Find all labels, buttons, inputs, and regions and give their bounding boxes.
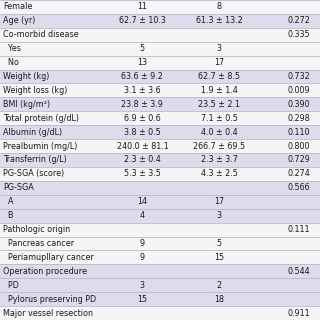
Text: 0.110: 0.110 — [288, 128, 310, 137]
Bar — [0, 14, 320, 28]
Text: Prealbumin (mg/L): Prealbumin (mg/L) — [3, 141, 77, 151]
Text: 266.7 ± 69.5: 266.7 ± 69.5 — [193, 141, 245, 151]
Text: 5.3 ± 3.5: 5.3 ± 3.5 — [124, 169, 161, 179]
Text: 7.1 ± 0.5: 7.1 ± 0.5 — [201, 114, 238, 123]
Text: 0.566: 0.566 — [288, 183, 310, 192]
Text: 8: 8 — [217, 3, 222, 12]
Text: PG-SGA: PG-SGA — [3, 183, 34, 192]
Text: Transferrin (g/L): Transferrin (g/L) — [3, 156, 67, 164]
Text: Co-morbid disease: Co-morbid disease — [3, 30, 79, 39]
Text: 4.0 ± 0.4: 4.0 ± 0.4 — [201, 128, 237, 137]
Bar — [0, 181, 320, 195]
Text: 2.3 ± 0.4: 2.3 ± 0.4 — [124, 156, 161, 164]
Text: Operation procedure: Operation procedure — [3, 267, 87, 276]
Bar — [0, 97, 320, 111]
Text: 61.3 ± 13.2: 61.3 ± 13.2 — [196, 16, 243, 25]
Bar — [0, 236, 320, 251]
Text: 2.3 ± 3.7: 2.3 ± 3.7 — [201, 156, 238, 164]
Text: 3: 3 — [217, 211, 222, 220]
Text: 14: 14 — [137, 197, 148, 206]
Text: 0.111: 0.111 — [288, 225, 310, 234]
Text: 18: 18 — [214, 295, 224, 304]
Text: 6.9 ± 0.6: 6.9 ± 0.6 — [124, 114, 161, 123]
Text: 0.009: 0.009 — [288, 86, 310, 95]
Text: Major vessel resection: Major vessel resection — [3, 308, 93, 317]
Text: No: No — [3, 58, 19, 67]
Bar — [0, 292, 320, 306]
Text: 23.8 ± 3.9: 23.8 ± 3.9 — [122, 100, 163, 109]
Text: Female: Female — [3, 3, 33, 12]
Text: Pathologic origin: Pathologic origin — [3, 225, 70, 234]
Text: A: A — [3, 197, 14, 206]
Text: 0.729: 0.729 — [288, 156, 310, 164]
Bar — [0, 84, 320, 97]
Text: 15: 15 — [214, 253, 224, 262]
Text: 2: 2 — [217, 281, 222, 290]
Text: 15: 15 — [137, 295, 148, 304]
Text: Periamupllary cancer: Periamupllary cancer — [3, 253, 94, 262]
Bar — [0, 209, 320, 223]
Text: 0.800: 0.800 — [288, 141, 310, 151]
Text: Pylorus preserving PD: Pylorus preserving PD — [3, 295, 96, 304]
Text: 4.3 ± 2.5: 4.3 ± 2.5 — [201, 169, 238, 179]
Bar — [0, 251, 320, 264]
Text: Total protein (g/dL): Total protein (g/dL) — [3, 114, 79, 123]
Text: 63.6 ± 9.2: 63.6 ± 9.2 — [122, 72, 163, 81]
Text: 3: 3 — [140, 281, 145, 290]
Bar — [0, 56, 320, 69]
Text: 0.390: 0.390 — [288, 100, 310, 109]
Text: Weight (kg): Weight (kg) — [3, 72, 50, 81]
Bar — [0, 125, 320, 139]
Text: Pancreas cancer: Pancreas cancer — [3, 239, 74, 248]
Text: 0.732: 0.732 — [288, 72, 310, 81]
Text: Weight loss (kg): Weight loss (kg) — [3, 86, 68, 95]
Text: 17: 17 — [214, 58, 224, 67]
Text: 3.8 ± 0.5: 3.8 ± 0.5 — [124, 128, 161, 137]
Bar — [0, 264, 320, 278]
Bar — [0, 167, 320, 181]
Bar — [0, 0, 320, 14]
Text: B: B — [3, 211, 14, 220]
Bar — [0, 111, 320, 125]
Bar — [0, 42, 320, 56]
Text: 9: 9 — [140, 253, 145, 262]
Text: 0.911: 0.911 — [288, 308, 310, 317]
Text: PD: PD — [3, 281, 19, 290]
Text: 0.544: 0.544 — [288, 267, 310, 276]
Text: 240.0 ± 81.1: 240.0 ± 81.1 — [116, 141, 168, 151]
Text: 5: 5 — [217, 239, 222, 248]
Bar — [0, 69, 320, 84]
Bar — [0, 195, 320, 209]
Text: 11: 11 — [137, 3, 148, 12]
Text: 0.272: 0.272 — [288, 16, 310, 25]
Text: PG-SGA (score): PG-SGA (score) — [3, 169, 64, 179]
Text: 17: 17 — [214, 197, 224, 206]
Bar — [0, 153, 320, 167]
Text: 23.5 ± 2.1: 23.5 ± 2.1 — [198, 100, 240, 109]
Text: 0.274: 0.274 — [288, 169, 310, 179]
Text: 0.298: 0.298 — [288, 114, 310, 123]
Text: BMI (kg/m²): BMI (kg/m²) — [3, 100, 50, 109]
Text: Yes: Yes — [3, 44, 21, 53]
Bar — [0, 306, 320, 320]
Text: 13: 13 — [137, 58, 148, 67]
Bar — [0, 223, 320, 236]
Text: 62.7 ± 10.3: 62.7 ± 10.3 — [119, 16, 166, 25]
Text: 0.335: 0.335 — [288, 30, 310, 39]
Bar — [0, 139, 320, 153]
Text: 4: 4 — [140, 211, 145, 220]
Text: 62.7 ± 8.5: 62.7 ± 8.5 — [198, 72, 240, 81]
Text: Age (yr): Age (yr) — [3, 16, 36, 25]
Text: 3.1 ± 3.6: 3.1 ± 3.6 — [124, 86, 161, 95]
Bar — [0, 278, 320, 292]
Text: 1.9 ± 1.4: 1.9 ± 1.4 — [201, 86, 237, 95]
Text: 9: 9 — [140, 239, 145, 248]
Bar — [0, 28, 320, 42]
Text: Albumin (g/dL): Albumin (g/dL) — [3, 128, 62, 137]
Text: 5: 5 — [140, 44, 145, 53]
Text: 3: 3 — [217, 44, 222, 53]
